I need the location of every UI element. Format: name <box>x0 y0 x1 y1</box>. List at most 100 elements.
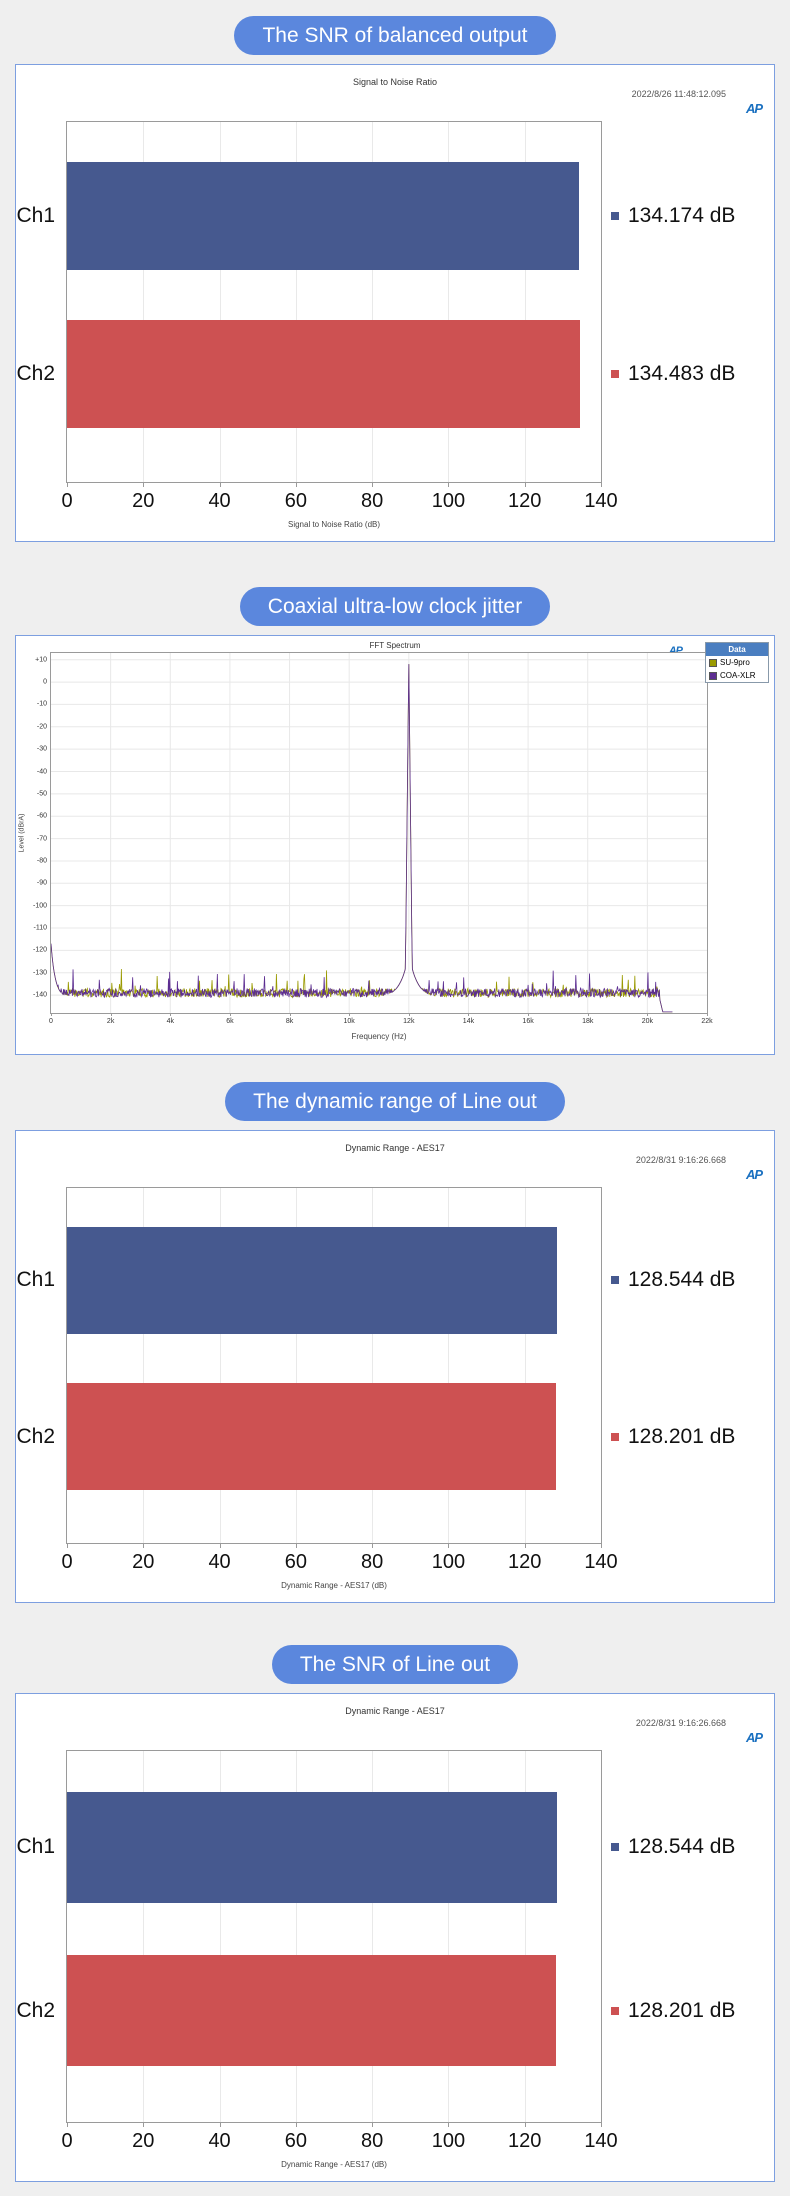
trace-coa-xlr <box>51 664 672 1012</box>
section-snr-lineout: The SNR of Line out Dynamic Range - AES1… <box>0 1645 790 2182</box>
axis-tick <box>528 1013 530 1016</box>
value-text: 134.483 dB <box>628 362 736 385</box>
fft-spectrum-chart: FFT Spectrum AP 0 2k 4k 6k 8k 10k 12k 14k 16k 18k 20… <box>15 635 775 1055</box>
legend-header: Data <box>706 643 768 656</box>
trace-su-9pro <box>51 664 672 1012</box>
axis-tick <box>468 1013 470 1016</box>
axis-tick <box>448 1543 450 1548</box>
axis-tick <box>448 2122 450 2127</box>
value-label: 128.544 dB <box>611 1268 735 1292</box>
y-tick-label: -70 <box>36 835 47 843</box>
section-title: Coaxial ultra-low clock jitter <box>267 595 523 618</box>
x-tick-label: 60 <box>284 490 307 512</box>
chart-timestamp: 2022/8/31 9:16:26.668 <box>635 1155 726 1165</box>
y-tick-label: -120 <box>32 946 47 954</box>
x-tick-label: 80 <box>361 1551 384 1573</box>
y-tick-label: -110 <box>33 924 48 932</box>
axis-tick <box>349 1013 351 1016</box>
snr-lineout-chart: Dynamic Range - AES17 2022/8/31 9:16:26.6… <box>15 1693 775 2182</box>
x-tick-label: 0 <box>61 490 73 512</box>
category-label: Ch2 <box>16 1998 55 2022</box>
chart-timestamp: 2022/8/26 11:48:12.095 <box>631 89 726 99</box>
legend-item: SU-9pro <box>706 656 768 669</box>
plot-area: 0 20 40 60 80 100 120 140 Ch1 128.544 dB Ch2 128.20… <box>16 1187 735 1590</box>
axis-tick <box>647 1013 649 1016</box>
x-tick-label: 16k <box>522 1018 534 1025</box>
y-tick-label: -60 <box>36 812 47 820</box>
x-tick-label: 120 <box>508 490 542 512</box>
section-dynamic-range-lineout: The dynamic range of Line out Dynamic Ra… <box>0 1082 790 1603</box>
gridline <box>524 1188 526 1543</box>
x-axis-label: Frequency (Hz) <box>351 1032 407 1041</box>
section-title-pill: The SNR of Line out <box>271 1645 519 1684</box>
legend: Data SU-9pro COA-XLR <box>705 642 769 683</box>
category-label: Ch1 <box>16 1835 55 1859</box>
plot-area: 0 20 40 60 80 100 120 140 Ch1 128.544 dB Ch2 128.20… <box>16 1750 735 2169</box>
x-tick-label: 4k <box>166 1018 174 1025</box>
axis-tick <box>143 1543 145 1548</box>
snr-balanced-chart: Signal to Noise Ratio 2022/8/26 11:48:12.… <box>15 64 775 542</box>
axis-tick <box>524 2122 526 2127</box>
x-tick-label: 20 <box>132 2130 155 2152</box>
bar-ch1 <box>67 161 579 270</box>
axis-tick <box>170 1013 172 1016</box>
axis-tick <box>143 2122 145 2127</box>
x-tick-label: 60 <box>284 2130 307 2152</box>
value-label: 134.483 dB <box>611 362 735 386</box>
axis-tick <box>67 1543 68 1548</box>
gridline <box>143 1751 145 2122</box>
category-label: Ch1 <box>16 1268 55 1292</box>
value-label: 128.201 dB <box>611 1425 735 1449</box>
section-snr-balanced: The SNR of balanced output Signal to Noi… <box>0 16 790 542</box>
y-tick-label: -30 <box>36 745 47 753</box>
category-label: Ch1 <box>16 203 55 227</box>
value-marker <box>611 1432 619 1441</box>
axis-tick <box>587 1013 589 1016</box>
x-tick-label: 100 <box>431 490 466 512</box>
chart-title: Signal to Noise Ratio <box>352 77 438 87</box>
gridline <box>219 1188 221 1543</box>
axis-tick <box>219 482 221 487</box>
y-tick-label: -90 <box>36 879 47 887</box>
x-axis-label: Dynamic Range - AES17 (dB) <box>281 2160 387 2169</box>
chart-title: FFT Spectrum <box>369 641 421 650</box>
category-label: Ch2 <box>16 362 55 385</box>
axis-tick <box>601 482 602 487</box>
gridline <box>448 1188 450 1543</box>
section-title-pill: The SNR of balanced output <box>234 16 556 55</box>
value-text: 128.201 dB <box>628 1998 736 2022</box>
value-text: 128.201 dB <box>628 1424 736 1448</box>
x-tick-label: 22k <box>701 1018 713 1025</box>
x-tick-label: 14k <box>462 1018 475 1025</box>
axis-tick <box>67 2122 68 2127</box>
axis-tick <box>601 2122 602 2127</box>
axis-tick <box>295 1543 297 1548</box>
axis-tick <box>408 1013 410 1016</box>
gridline <box>448 1751 450 2122</box>
x-tick-label: 120 <box>508 2130 542 2152</box>
gridline <box>143 1188 145 1543</box>
audio-precision-logo-icon: AP <box>745 1167 763 1182</box>
x-axis-label: Dynamic Range - AES17 (dB) <box>281 1581 387 1590</box>
y-tick-label: -140 <box>32 991 47 999</box>
x-tick-label: 20 <box>132 1551 155 1573</box>
gridline <box>372 122 374 482</box>
y-tick-label: -100 <box>32 902 47 910</box>
section-title: The SNR of Line out <box>299 1653 491 1676</box>
bar-ch1 <box>67 1791 558 1904</box>
y-tick-label: -20 <box>36 723 47 731</box>
legend-swatch <box>709 658 717 667</box>
x-tick-label: 100 <box>431 1551 466 1573</box>
gridline <box>219 122 221 482</box>
axis-tick <box>295 2122 297 2127</box>
category-label: Ch2 <box>16 1424 55 1448</box>
gridline <box>295 1188 297 1543</box>
x-tick-label: 120 <box>508 1551 542 1573</box>
x-tick-label: 60 <box>284 1551 307 1573</box>
x-tick-label: 40 <box>208 490 231 512</box>
x-tick-label: 12k <box>403 1018 415 1025</box>
x-tick-label: 140 <box>584 2130 618 2152</box>
axis-tick <box>219 1543 221 1548</box>
gridline <box>219 1751 221 2122</box>
